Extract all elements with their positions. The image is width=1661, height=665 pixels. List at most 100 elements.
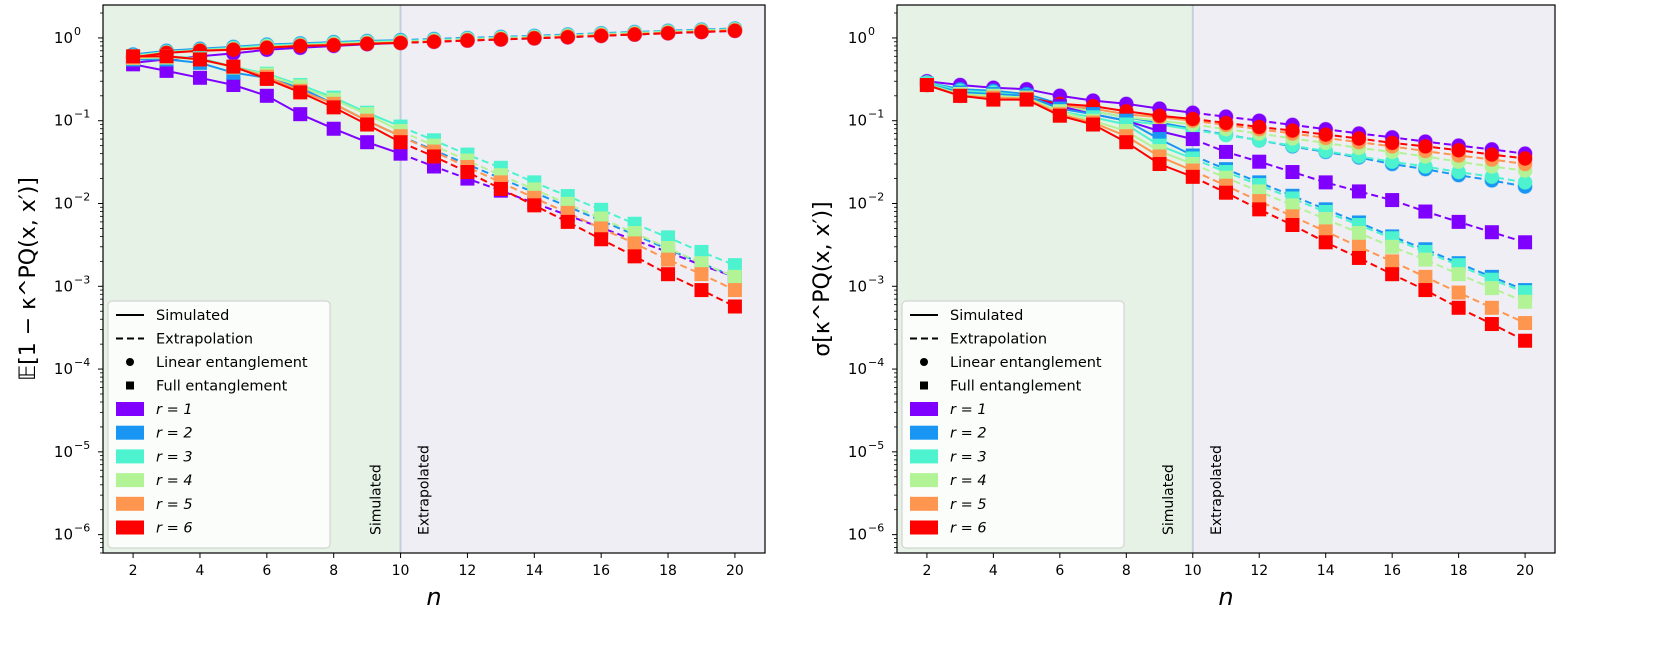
data-point-circle (1185, 111, 1201, 127)
extrapolation-line (400, 141, 736, 308)
data-point-square (360, 135, 375, 150)
data-point-square (259, 71, 274, 86)
extrapolated-region (1192, 5, 1555, 553)
data-point-square (1252, 202, 1267, 217)
data-point-square (293, 85, 308, 100)
legend-label: r = 3 (950, 449, 987, 465)
y-tick-label: 10 (54, 360, 73, 378)
data-point-square (1285, 217, 1300, 232)
y-tick-exponent: −2 (868, 191, 884, 204)
legend-item-r5: r = 5 (116, 496, 193, 513)
legend-box (107, 300, 331, 549)
x-tick-label: 16 (1383, 563, 1401, 579)
y-tick-exponent: −2 (74, 191, 90, 204)
data-point-circle (393, 35, 409, 51)
x-tick-label: 18 (1450, 563, 1468, 579)
data-point-square (661, 241, 676, 256)
data-point-square (1351, 250, 1366, 265)
data-point-square (727, 283, 742, 298)
data-point-square (1385, 254, 1400, 269)
legend-label: r = 4 (950, 473, 987, 489)
y-tick-label: 10 (848, 195, 867, 213)
data-point-circle (1384, 135, 1400, 151)
y-tick-label: 10 (848, 526, 867, 544)
color-patch-icon (116, 473, 144, 488)
data-point-square (1518, 333, 1533, 348)
data-point-circle (526, 30, 542, 46)
legend-label: Linear entanglement (950, 355, 1102, 371)
x-tick-label: 8 (329, 563, 338, 579)
legend-item-r6: r = 6 (910, 520, 987, 537)
color-patch-icon (910, 449, 938, 464)
y-tick-label: 10 (848, 29, 867, 47)
data-point-circle (693, 24, 709, 40)
data-point-square (226, 78, 241, 93)
data-point-square (1484, 317, 1499, 332)
series-r6-full (126, 49, 742, 314)
data-point-circle (627, 27, 643, 43)
legend-item-square: Full entanglement (126, 379, 288, 395)
data-point-square (393, 135, 408, 150)
data-point-square (1418, 252, 1433, 267)
color-patch-icon (910, 473, 938, 488)
circle-marker-icon (126, 358, 134, 366)
data-point-square (159, 49, 174, 64)
data-point-square (560, 214, 575, 229)
series-r6-full (919, 78, 1533, 348)
legend-label: r = 2 (156, 426, 193, 442)
data-point-circle (326, 37, 342, 53)
data-point-circle (660, 25, 676, 41)
legend-item-r2: r = 2 (910, 425, 987, 442)
data-point-square (393, 146, 408, 161)
legend: Simulated Extrapolation Linear entanglemen… (107, 300, 331, 549)
data-point-square (1484, 281, 1499, 296)
data-point-square (694, 283, 709, 298)
legend-label: r = 6 (156, 521, 193, 537)
y-axis-label: σ[κ^PQ(x, x′)] (810, 201, 835, 356)
x-tick-label: 4 (989, 563, 998, 579)
data-point-square (1351, 239, 1366, 254)
data-point-square (1318, 235, 1333, 250)
data-point-square (661, 267, 676, 282)
axes-frame (102, 4, 766, 554)
color-patch-icon (116, 449, 144, 464)
x-tick-label: 10 (392, 563, 410, 579)
data-point-square (1385, 267, 1400, 282)
extrapolation-line (400, 135, 736, 292)
data-point-circle (426, 34, 442, 50)
data-point-square (1385, 193, 1400, 208)
color-patch-icon (910, 425, 938, 440)
data-point-circle (493, 31, 509, 47)
data-point-square (919, 78, 934, 93)
legend-label: r = 5 (950, 497, 987, 513)
legend-label: Extrapolation (950, 332, 1047, 348)
data-point-square (986, 92, 1001, 107)
data-point-square (1285, 165, 1300, 180)
x-tick-label: 20 (1516, 563, 1534, 579)
square-marker-icon (126, 381, 134, 390)
data-point-square (694, 256, 709, 271)
legend-item-solid: Simulated (116, 308, 229, 324)
y-tick-exponent: −6 (74, 522, 90, 535)
extrapolation-line (1192, 138, 1526, 244)
data-point-square (1518, 294, 1533, 309)
data-point-square (226, 59, 241, 74)
legend-item-dashed: Extrapolation (910, 332, 1047, 348)
color-patch-icon (910, 402, 938, 416)
y-tick-label: 10 (848, 360, 867, 378)
legend-item-circle: Linear entanglement (126, 355, 308, 371)
data-point-square (661, 252, 676, 267)
data-point-square (126, 49, 141, 64)
color-patch-icon (116, 496, 144, 511)
legend-item-r3: r = 3 (116, 449, 193, 465)
data-point-square (460, 165, 475, 180)
data-point-circle (1284, 123, 1300, 139)
legend-item-solid: Simulated (910, 308, 1023, 324)
y-tick-label: 10 (848, 277, 867, 295)
data-point-square (1152, 157, 1167, 172)
y-tick-exponent: 0 (868, 25, 875, 38)
data-point-square (1451, 285, 1466, 300)
data-point-square (594, 232, 609, 247)
color-patch-icon (116, 425, 144, 440)
